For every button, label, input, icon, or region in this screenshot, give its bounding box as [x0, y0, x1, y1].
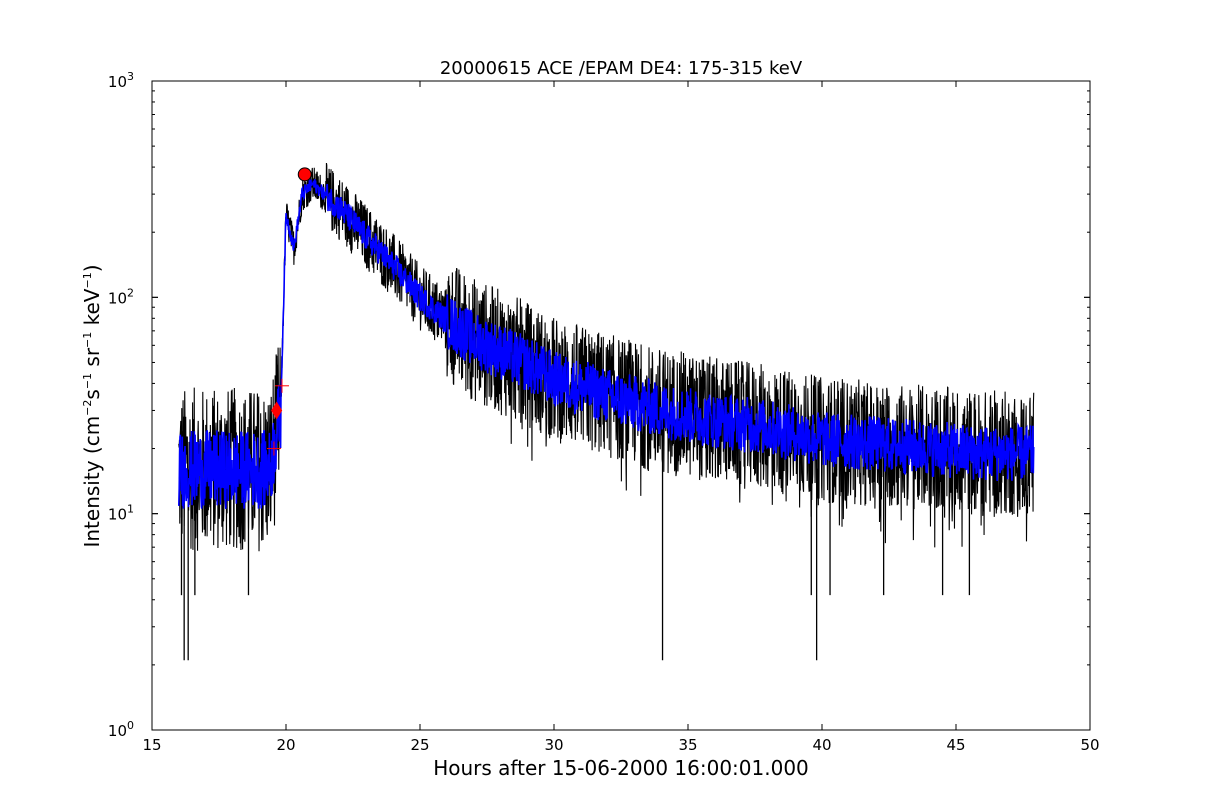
- x-tick-label: 15: [142, 736, 161, 754]
- x-axis-label: Hours after 15-06-2000 16:00:01.000: [433, 756, 809, 780]
- x-tick-labels: 15 20 25 30 35 40 45 50: [142, 736, 1099, 754]
- marker-onset-diamond: [271, 401, 283, 420]
- x-tick-label: 25: [410, 736, 429, 754]
- plot-series: [178, 162, 1035, 661]
- marker-plus: [274, 378, 289, 393]
- series-raw-intensity: [178, 162, 1035, 552]
- plot-frame: [151, 80, 1091, 731]
- chart-title: 20000615 ACE /EPAM DE4: 175-315 keV: [440, 58, 803, 79]
- series-smoothed-intensity: [178, 179, 1035, 509]
- y-tick-label: 103: [108, 70, 134, 91]
- y-tick-label: 100: [108, 719, 134, 740]
- y-tick-label: 102: [108, 286, 134, 307]
- y-tick-label: 101: [108, 503, 134, 524]
- x-tick-label: 45: [946, 736, 965, 754]
- x-tick-label: 30: [544, 736, 563, 754]
- y-tick-labels: 100 101 102 103: [108, 70, 134, 740]
- marker-plus: [266, 441, 281, 456]
- axis-ticks: [151, 80, 1091, 731]
- x-tick-label: 20: [276, 736, 295, 754]
- plot-markers: [266, 167, 312, 456]
- x-tick-label: 35: [678, 736, 697, 754]
- x-tick-label: 40: [812, 736, 831, 754]
- x-tick-label: 50: [1080, 736, 1099, 754]
- marker-peak-circle: [297, 167, 312, 182]
- y-axis-label: Intensity (cm−2s−1 sr−1 keV−1): [80, 264, 104, 547]
